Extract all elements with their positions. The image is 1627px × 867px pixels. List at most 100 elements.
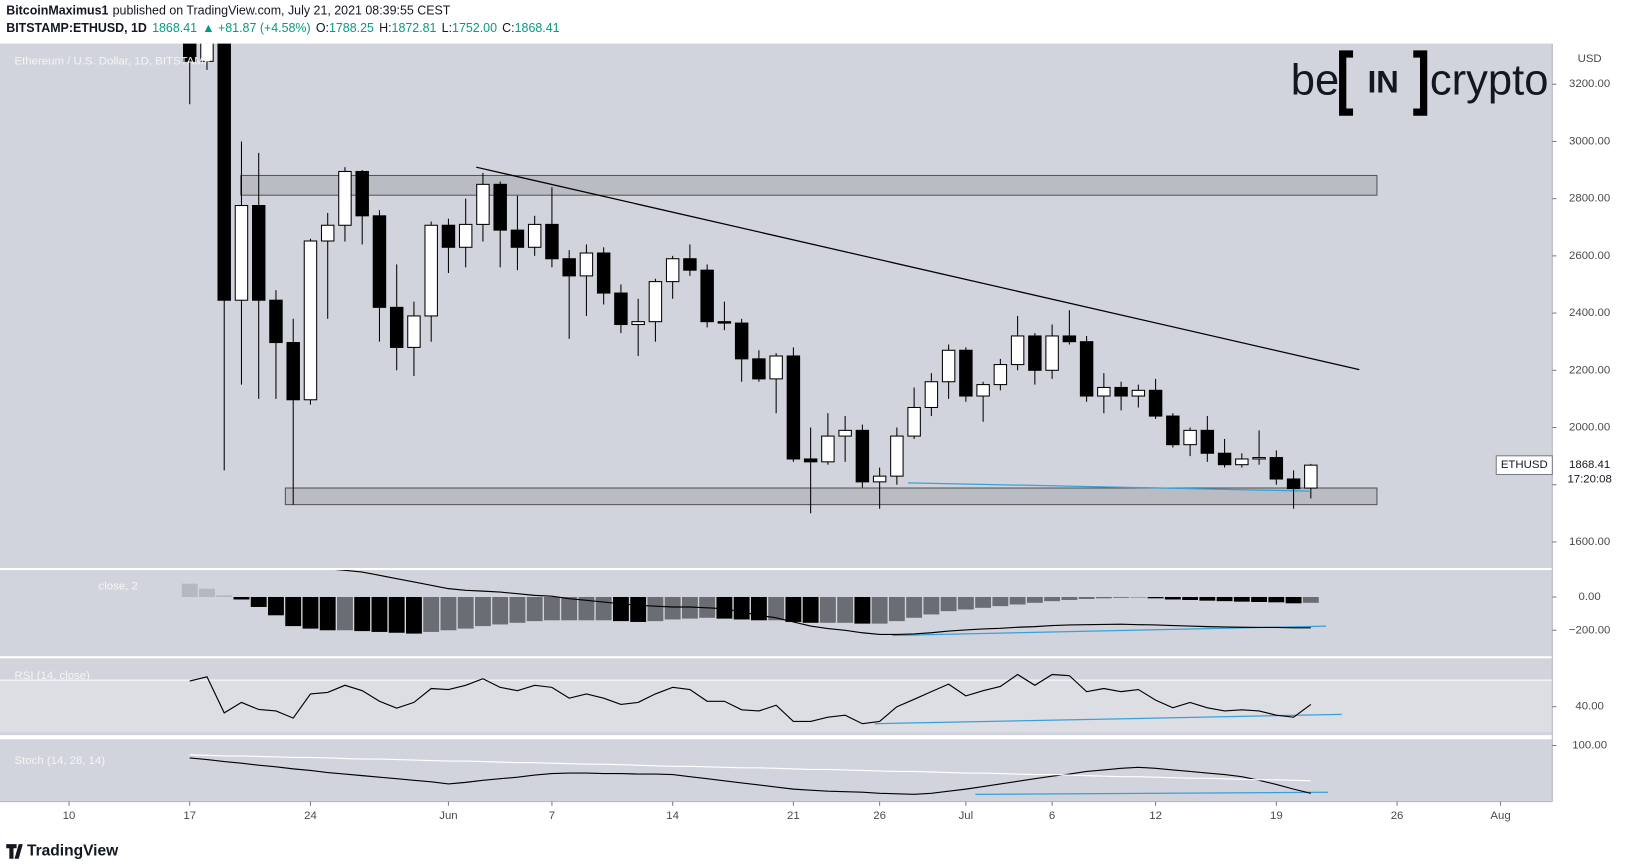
candle-body (1235, 458, 1249, 466)
histogram-bar (1251, 596, 1268, 602)
histogram-bar (1164, 596, 1181, 600)
candle-body (1062, 335, 1077, 343)
indicator-line (189, 673, 1312, 725)
x-tick-label: 10 (63, 810, 76, 822)
candle-body (803, 458, 818, 463)
histogram-bar (1268, 596, 1285, 603)
symbol-tag-text: ETHUSD (1501, 459, 1548, 471)
histogram-bar (216, 595, 233, 597)
x-tick-label: 7 (549, 810, 555, 822)
x-tick-label: 17 (183, 810, 196, 822)
histogram-bar (1285, 596, 1302, 604)
candle-body (683, 258, 697, 271)
y-tick-label: 2200.00 (1569, 364, 1610, 376)
histogram-bar (1113, 596, 1130, 598)
candle-body (1183, 429, 1197, 446)
y-tick-label: 1600.00 (1569, 536, 1610, 548)
candle-body (959, 349, 973, 397)
candle-body (303, 240, 318, 401)
candle-body (1045, 335, 1059, 371)
histogram-bar (1095, 596, 1112, 599)
x-tick-label: 24 (304, 810, 317, 822)
candle-body (217, 43, 231, 301)
candle-body (665, 258, 680, 283)
header-line-1: BitcoinMaximus1 published on TradingView.… (6, 4, 451, 18)
candle-body (821, 435, 835, 463)
rsi-plot (189, 673, 1342, 725)
ohlc-label: H: (379, 21, 391, 35)
histogram-bar (302, 596, 319, 629)
candle-body (907, 406, 921, 437)
histogram-bar (1216, 596, 1233, 602)
macd-title: close, 2 (99, 581, 138, 593)
histogram-bar (1199, 596, 1216, 601)
candle-body (1079, 341, 1094, 397)
y-tick-label: 2400.00 (1569, 307, 1610, 319)
candle-body (941, 349, 956, 383)
stoch-plot (189, 754, 1329, 795)
histogram-bar (543, 596, 560, 621)
published: published on TradingView.com, July 21, 2… (113, 4, 451, 18)
rsi-band (0, 680, 1553, 733)
y-tick-label: −200.00 (1569, 624, 1611, 636)
candle-body (614, 292, 628, 326)
histogram-bar (975, 596, 992, 608)
change: ▲ +81.87 (+4.58%) (202, 21, 310, 35)
histogram-bar (268, 596, 284, 616)
logo-text: be (1291, 57, 1339, 105)
macd-plot (181, 570, 1327, 637)
histogram-bar (578, 596, 595, 621)
candle-body (251, 205, 266, 301)
histogram-bar (906, 596, 923, 618)
candle-body (200, 43, 214, 62)
candle-body (510, 229, 525, 248)
candle-body (458, 223, 473, 248)
divergence-line (874, 713, 1342, 725)
candle-body (234, 205, 249, 301)
histogram-bar (630, 596, 647, 622)
candle-body (648, 281, 663, 323)
chart-title: Ethereum / U.S. Dollar, 1D, BITSTAMP (15, 55, 212, 67)
histogram-bar (716, 596, 733, 619)
indicator-line (335, 570, 1311, 635)
histogram-bar (475, 596, 491, 627)
histogram-bar (1233, 596, 1250, 602)
candle-body (786, 355, 801, 460)
symbol: BITSTAMP:ETHUSD, 1D (6, 21, 147, 35)
histogram-bar (337, 596, 353, 631)
price-tag-text: 1868.41 (1569, 459, 1610, 471)
stoch-title: Stoch (14, 28, 14) (15, 755, 106, 767)
candle-body (1010, 335, 1025, 366)
y-tick-label: 40.00 (1575, 701, 1604, 713)
y-tick-label: 2800.00 (1569, 193, 1610, 205)
candle-body (1200, 429, 1215, 454)
x-tick-label: Jun (439, 810, 457, 822)
histogram-bar (388, 596, 405, 633)
histogram-bar (837, 596, 854, 623)
candle-body (1097, 386, 1111, 397)
candle-body (562, 258, 576, 277)
histogram-bar (940, 596, 957, 612)
countdown: 17:20:08 (1567, 474, 1611, 486)
candle-body (924, 381, 939, 409)
axis-unit: USD (1578, 53, 1602, 65)
candle-body (631, 321, 645, 326)
support-zone (284, 487, 1378, 506)
ohlc-value: 1788.25 (329, 21, 374, 35)
histogram-bar (871, 596, 888, 624)
candle-body (338, 170, 352, 226)
candle-body (372, 215, 387, 308)
indicator-line (189, 754, 1311, 782)
histogram-bar (1182, 596, 1199, 600)
candle-body (1217, 452, 1232, 466)
candle-body (424, 224, 438, 317)
histogram-bar (992, 596, 1009, 607)
x-tick-label: Aug (1490, 810, 1510, 822)
y-tick-label: 100.00 (1572, 740, 1607, 752)
histogram-bar (1078, 596, 1095, 599)
histogram-bar (561, 596, 578, 621)
x-tick-label: 26 (1391, 810, 1404, 822)
histogram-bar (440, 596, 457, 631)
ohlc-label: O: (316, 21, 329, 35)
